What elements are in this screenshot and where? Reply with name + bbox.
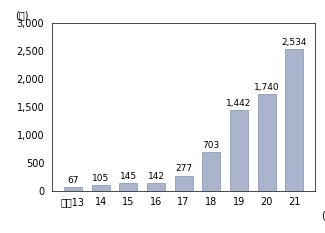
Text: 145: 145 — [120, 172, 137, 181]
Bar — [285, 49, 303, 191]
Text: 105: 105 — [92, 174, 109, 183]
Bar — [147, 183, 165, 191]
Text: 67: 67 — [67, 176, 79, 185]
Bar — [202, 152, 220, 191]
Text: (年): (年) — [321, 210, 325, 220]
Text: 703: 703 — [203, 140, 220, 150]
Bar — [92, 185, 110, 191]
Bar — [175, 176, 193, 191]
Text: 2,534: 2,534 — [281, 38, 307, 47]
Text: 142: 142 — [148, 172, 164, 181]
Bar — [258, 94, 276, 191]
Bar — [230, 110, 248, 191]
Text: 1,442: 1,442 — [226, 99, 252, 108]
Bar — [119, 183, 137, 191]
Text: 277: 277 — [175, 164, 192, 173]
Bar — [64, 187, 82, 191]
Text: 1,740: 1,740 — [254, 82, 280, 92]
Text: (件): (件) — [15, 10, 29, 20]
